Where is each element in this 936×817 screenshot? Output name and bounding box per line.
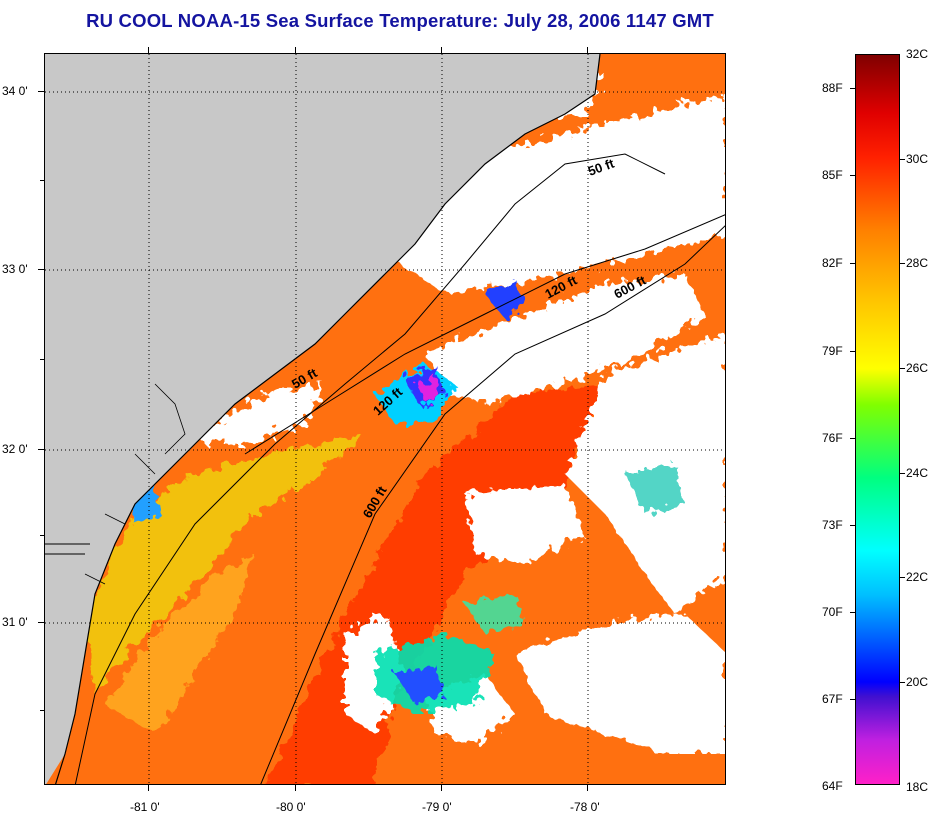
isobath-600ft — [260, 225, 725, 784]
sst-map-canvas: 50 ft 120 ft 600 ft 50 ft 120 ft 600 ft — [45, 54, 725, 784]
colorbar-c-label: 20C — [906, 675, 929, 689]
isobath-120ft — [244, 214, 725, 455]
colorbar-f-label: 76F — [822, 431, 843, 445]
isobath-50ft — [74, 153, 666, 784]
colorbar-f-label: 67F — [822, 692, 843, 706]
colorbar-c-label: 30C — [906, 152, 929, 166]
lon-label: -79 0' — [422, 800, 452, 814]
colorbar-c-label: 28C — [906, 256, 929, 270]
colorbar-f-label: 85F — [822, 168, 843, 182]
cold-water-patches — [125, 279, 685, 714]
lon-label: -78 0' — [570, 800, 600, 814]
lat-label: 33 0' — [2, 262, 28, 276]
temperature-colorbar — [855, 54, 900, 785]
colorbar-c-label: 32C — [906, 47, 929, 61]
lat-label: 34 0' — [2, 84, 28, 98]
colorbar-f-label: 79F — [822, 344, 843, 358]
lat-label: 32 0' — [2, 442, 28, 456]
graticule — [45, 54, 725, 784]
colorbar-f-label: 73F — [822, 518, 843, 532]
colorbar-f-label: 82F — [822, 256, 843, 270]
lon-label: -80 0' — [276, 800, 306, 814]
colorbar-f-label: 88F — [822, 81, 843, 95]
sst-map: 50 ft 120 ft 600 ft 50 ft 120 ft 600 ft — [44, 53, 726, 785]
land-mass — [45, 54, 600, 784]
coastal-cool-band — [85, 434, 365, 694]
coastline — [54, 54, 601, 784]
colorbar-c-label: 22C — [906, 570, 929, 584]
colorbar-c-label: 24C — [906, 466, 929, 480]
colorbar-f-label: 64F — [822, 779, 843, 793]
lat-label: 31 0' — [2, 615, 28, 629]
colorbar-c-label: 26C — [906, 361, 929, 375]
coastal-mid-band — [105, 554, 255, 734]
map-title: RU COOL NOAA-15 Sea Surface Temperature:… — [86, 10, 714, 31]
colorbar-f-label: 70F — [822, 605, 843, 619]
lon-label: -81 0' — [130, 800, 160, 814]
colorbar-c-label: 18C — [906, 780, 929, 794]
